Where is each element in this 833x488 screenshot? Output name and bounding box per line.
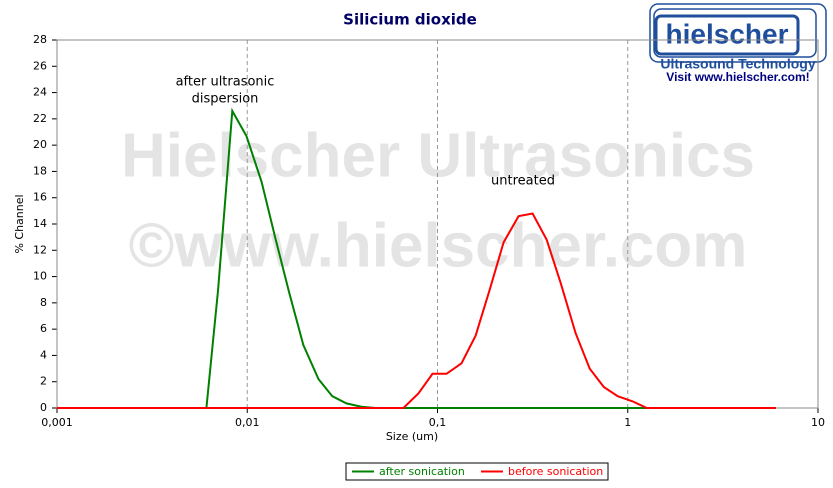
series-line: [57, 107, 776, 409]
logo-box: [654, 14, 800, 56]
y-tick-label: 0: [40, 401, 47, 414]
logo-link: Visit www.hielscher.com!: [666, 70, 809, 84]
y-tick-label: 4: [40, 348, 47, 361]
x-tick-label: 1: [624, 416, 631, 429]
y-tick-label: 26: [33, 59, 47, 72]
y-tick-label: 28: [33, 33, 47, 46]
y-tick-label: 18: [33, 164, 47, 177]
x-tick-label: 0,1: [429, 416, 447, 429]
series-line: [57, 212, 776, 409]
y-tick-label: 2: [40, 375, 47, 388]
logo-brand: hielscher: [666, 18, 789, 49]
y-tick-label: 24: [33, 86, 47, 99]
logo: hielscher Ultrasound Technology Visit ww…: [649, 3, 827, 84]
y-tick-label: 16: [33, 191, 47, 204]
y-tick-label: 12: [33, 243, 47, 256]
y-axis-label: % Channel: [13, 194, 26, 253]
legend: after sonication before sonication: [345, 462, 609, 481]
annotation: dispersion: [192, 92, 259, 107]
y-tick-label: 14: [33, 217, 47, 230]
legend-label: after sonication: [379, 465, 465, 478]
annotation: after ultrasonic: [176, 75, 275, 90]
y-tick-label: 6: [40, 322, 47, 335]
logo-frame: [653, 8, 817, 58]
y-tick-label: 22: [33, 112, 47, 125]
x-axis-label: Size (um): [386, 430, 438, 443]
x-tick-label: 0,01: [235, 416, 260, 429]
y-tick-label: 10: [33, 270, 47, 283]
annotation: untreated: [491, 174, 555, 189]
legend-label: before sonication: [508, 465, 603, 478]
y-tick-label: 8: [40, 296, 47, 309]
logo-frame: [649, 3, 827, 63]
x-tick-label: 10: [811, 416, 825, 429]
y-tick-label: 20: [33, 138, 47, 151]
x-tick-label: 0,001: [41, 416, 73, 429]
legend-box: [345, 462, 609, 481]
chart-title: Silicium dioxide: [343, 11, 477, 29]
logo-tagline: Ultrasound Technology: [660, 56, 816, 72]
